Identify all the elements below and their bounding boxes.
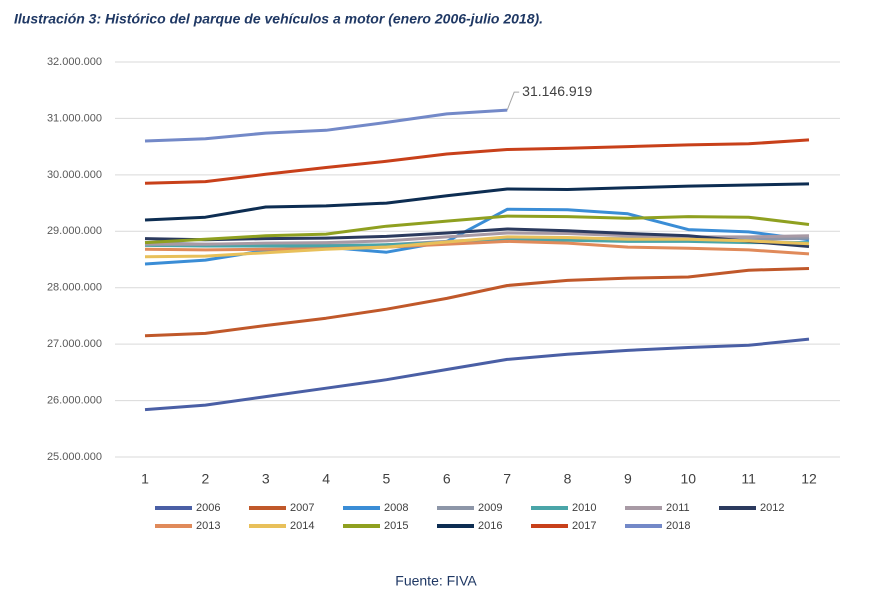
y-tick-label: 31.000.000: [47, 112, 102, 124]
legend-label: 2009: [478, 502, 502, 514]
legend-label: 2018: [666, 520, 690, 532]
series-line: [144, 227, 810, 248]
legend-label: 2011: [666, 502, 690, 514]
x-tick-label: 4: [322, 471, 330, 487]
series-line: [144, 182, 810, 222]
y-tick-label: 30.000.000: [47, 169, 102, 181]
legend-label: 2007: [290, 502, 314, 514]
legend-label: 2017: [572, 520, 596, 532]
y-tick-label: 27.000.000: [47, 338, 102, 350]
chart-title: Ilustración 3: Histórico del parque de v…: [14, 11, 543, 27]
series-line: [144, 267, 810, 338]
x-tick-label: 3: [262, 471, 270, 487]
label-leader: [506, 91, 520, 111]
y-tick-label: 26.000.000: [47, 394, 102, 406]
x-tick-label: 7: [503, 471, 511, 487]
series-line: [144, 337, 810, 412]
series-line: [144, 108, 508, 143]
x-tick-label: 1: [141, 471, 149, 487]
x-tick-label: 12: [801, 471, 817, 487]
legend-label: 2014: [290, 520, 314, 532]
y-tick-label: 25.000.000: [47, 451, 102, 463]
series-line: [144, 239, 810, 256]
x-tick-label: 2: [201, 471, 209, 487]
x-tick-label: 8: [564, 471, 572, 487]
legend-label: 2006: [196, 502, 220, 514]
legend-label: 2016: [478, 520, 502, 532]
x-tick-label: 9: [624, 471, 632, 487]
series-line: [144, 138, 810, 185]
series-line: [144, 235, 810, 259]
legend-label: 2013: [196, 520, 220, 532]
legend-label: 2012: [760, 502, 784, 514]
legend-label: 2010: [572, 502, 596, 514]
x-tick-label: 11: [741, 471, 756, 487]
y-tick-label: 29.000.000: [47, 225, 102, 237]
y-tick-label: 32.000.000: [47, 56, 102, 68]
series-line: [144, 214, 810, 245]
x-tick-label: 6: [443, 471, 451, 487]
source: Fuente: FIVA: [395, 573, 477, 589]
y-tick-label: 28.000.000: [47, 282, 102, 294]
x-tick-label: 10: [680, 471, 696, 487]
legend-label: 2015: [384, 520, 408, 532]
legend-label: 2008: [384, 502, 408, 514]
x-tick-label: 5: [383, 471, 391, 487]
data-label: 31.146.919: [522, 83, 592, 99]
